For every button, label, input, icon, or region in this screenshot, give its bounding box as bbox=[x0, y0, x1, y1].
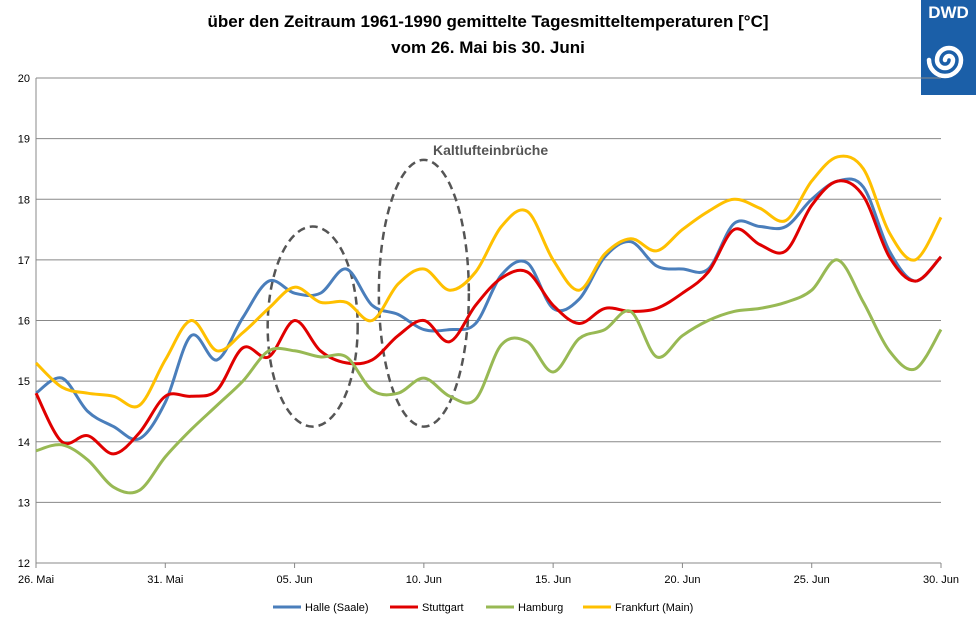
x-tick-label: 30. Jun bbox=[923, 574, 959, 586]
x-tick-label: 15. Jun bbox=[535, 574, 571, 586]
x-tick-label: 05. Jun bbox=[277, 574, 313, 586]
x-axis-ticks: 26. Mai 31. Mai 05. Jun 10. Jun 15. Jun 20. J… bbox=[18, 563, 959, 586]
legend-label: Frankfurt (Main) bbox=[615, 602, 693, 614]
logo-text: DWD bbox=[928, 3, 969, 22]
y-tick-label: 12 bbox=[18, 558, 30, 570]
legend: Halle (Saale) Stuttgart Hamburg Frankfurt (… bbox=[273, 602, 693, 614]
chart-title: über den Zeitraum 1961-1990 gemittelte T… bbox=[207, 12, 769, 31]
cold-air-ellipse bbox=[266, 225, 359, 428]
series-lines bbox=[34, 154, 943, 495]
y-tick-label: 19 bbox=[18, 134, 30, 146]
y-axis-ticks: 12 13 14 15 16 17 18 19 20 bbox=[18, 73, 30, 570]
y-tick-label: 20 bbox=[18, 73, 30, 85]
series-line bbox=[34, 179, 943, 456]
series-line bbox=[35, 177, 943, 442]
legend-label: Stuttgart bbox=[422, 602, 464, 614]
legend-label: Halle (Saale) bbox=[305, 602, 369, 614]
y-tick-label: 13 bbox=[18, 497, 30, 509]
annotation-ellipses bbox=[266, 158, 471, 428]
y-tick-label: 17 bbox=[18, 255, 30, 267]
x-tick-label: 26. Mai bbox=[18, 574, 54, 586]
x-tick-label: 31. Mai bbox=[147, 574, 183, 586]
y-tick-label: 14 bbox=[18, 437, 30, 449]
x-tick-label: 20. Jun bbox=[664, 574, 700, 586]
y-tick-label: 16 bbox=[18, 316, 30, 328]
spiral-icon bbox=[926, 45, 964, 79]
cold-air-ellipse bbox=[377, 158, 471, 428]
dwd-logo: DWD bbox=[921, 0, 976, 95]
annotation-label: Kaltlufteinbrüche bbox=[433, 142, 548, 158]
x-tick-label: 10. Jun bbox=[406, 574, 442, 586]
x-tick-label: 25. Jun bbox=[794, 574, 830, 586]
y-tick-label: 18 bbox=[18, 194, 30, 206]
series-line bbox=[34, 154, 943, 409]
chart-subtitle: vom 26. Mai bis 30. Juni bbox=[391, 38, 585, 57]
grid-lines bbox=[35, 77, 941, 564]
legend-label: Hamburg bbox=[518, 602, 563, 614]
y-tick-label: 15 bbox=[18, 376, 30, 388]
series-line bbox=[35, 258, 943, 495]
